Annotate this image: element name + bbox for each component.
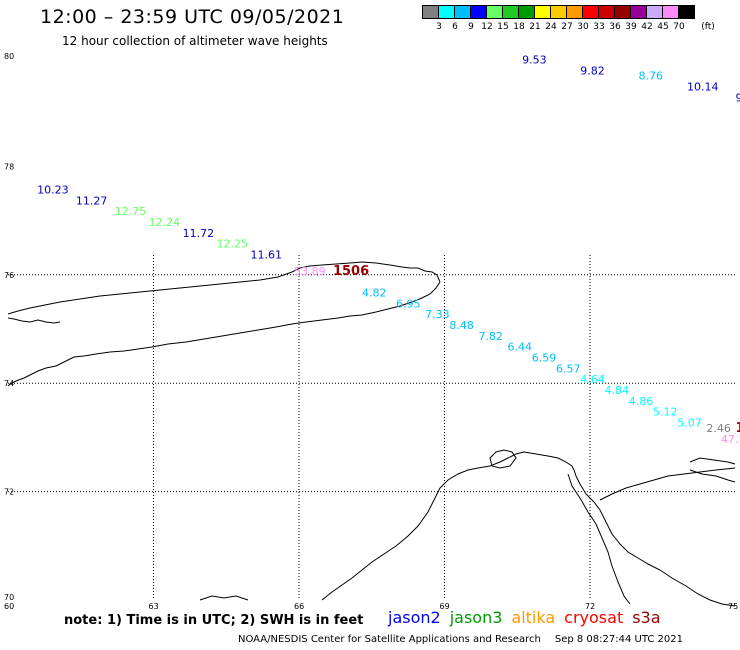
- color-scale-label: 21: [529, 22, 541, 32]
- wave-height-value: 5.12: [653, 406, 678, 419]
- map-title: 12:00 – 23:59 UTC 09/05/2021: [40, 6, 345, 28]
- wave-height-value: 1506: [333, 264, 369, 279]
- wave-height-value: 6.57: [556, 362, 581, 375]
- satellite-legend-cryosat: cryosat: [564, 608, 624, 627]
- color-scale-label: 70: [673, 22, 685, 32]
- color-scale-swatch: [678, 5, 695, 19]
- longitude-tick-label: 60: [4, 602, 14, 611]
- color-scale-labels: 3 6 9 12 15 18 21 24 27 30 33 36 39 42 45 70 (ft): [422, 22, 740, 34]
- color-scale-label: 42: [641, 22, 653, 32]
- wave-height-value: 12.25: [217, 238, 249, 251]
- wave-height-value: 6.95: [396, 297, 421, 310]
- longitude-tick-label: 66: [294, 602, 304, 611]
- color-scale-unit: (ft): [701, 22, 715, 32]
- wave-height-value: 12.75: [115, 205, 147, 218]
- wave-height-value: 4.86: [629, 395, 654, 408]
- lat-lon-grid: [8, 255, 735, 600]
- longitude-tick-label: 72: [585, 602, 595, 611]
- latitude-tick-label: 74: [4, 379, 14, 388]
- wave-height-value: 8.48: [449, 319, 474, 332]
- wave-height-value: 11.61: [251, 249, 283, 262]
- color-scale-label: 27: [561, 22, 573, 32]
- color-scale-label: 24: [545, 22, 557, 32]
- wave-height-color-scale: [422, 5, 695, 19]
- wave-height-value: 10.23: [37, 184, 69, 197]
- wave-height-value: 6.44: [508, 341, 533, 354]
- coastline-gydan-peninsula: [599, 467, 736, 501]
- wave-height-value: 53.89: [294, 265, 326, 278]
- satellite-legend-s3a: s3a: [632, 608, 661, 627]
- coastline-island-small: [689, 469, 736, 483]
- credit-line: NOAA/NESDIS Center for Satellite Applica…: [238, 634, 683, 645]
- wave-height-value: 10.14: [687, 81, 719, 94]
- wave-height-value: 4.82: [362, 286, 387, 299]
- color-scale-label: 30: [577, 22, 589, 32]
- wave-height-value: 11.72: [183, 227, 215, 240]
- satellite-legend-altika: altika: [511, 608, 556, 627]
- color-scale-label: 36: [609, 22, 621, 32]
- coastline-gulf-of-ob: [567, 473, 631, 605]
- wave-height-value: 5.07: [677, 417, 702, 430]
- satellite-legend-jason2: jason2: [388, 608, 441, 627]
- map-subtitle: 12 hour collection of altimeter wave hei…: [62, 34, 328, 48]
- latitude-tick-label: 80: [4, 52, 14, 61]
- satellite-legend-jason3: jason3: [449, 608, 503, 627]
- latitude-tick-label: 76: [4, 271, 14, 280]
- generated-timestamp: Sep 8 08:27:44 UTC 2021: [554, 634, 683, 645]
- latitude-tick-label: 72: [4, 488, 14, 497]
- credit-text: NOAA/NESDIS Center for Satellite Applica…: [238, 634, 541, 645]
- coastline-novaya-zemlya: [7, 261, 441, 387]
- coastline-southwest: [199, 595, 249, 601]
- coastline-mainland: [321, 451, 736, 607]
- wave-height-value: 4.64: [580, 373, 605, 386]
- coastline-sibiryakov-island: [689, 457, 736, 465]
- wave-height-value: 9.82: [580, 64, 605, 77]
- latitude-tick-label: 70: [4, 593, 14, 602]
- latitude-tick-label: 78: [4, 162, 14, 171]
- wave-height-value: 9.2: [736, 91, 740, 104]
- longitude-tick-label: 75: [728, 602, 738, 611]
- axis-tick-labels: 60 63 66 69 72 75 80 78 76 74 72 70: [4, 52, 738, 611]
- color-scale-label: 15: [497, 22, 509, 32]
- wave-height-value: 7.33: [425, 308, 450, 321]
- wave-height-value: 12.24: [149, 216, 181, 229]
- color-scale-label: 12: [481, 22, 493, 32]
- wave-height-observations: 9.53 9.82 8.76 10.14 9.2 10.23 11.27 12.7512.24…: [37, 53, 740, 445]
- color-scale-label: 45: [657, 22, 669, 32]
- wave-height-value: 9.53: [522, 53, 547, 66]
- wave-height-value: 47.7: [721, 433, 740, 446]
- longitude-tick-label: 63: [149, 602, 159, 611]
- coastline-southern-cape: [7, 317, 61, 324]
- longitude-tick-label: 69: [440, 602, 450, 611]
- wave-height-value: 11.27: [76, 194, 108, 207]
- satellite-legend: jason2 jason3 altika cryosat s3a: [388, 608, 670, 627]
- wave-height-value: 7.82: [478, 330, 503, 343]
- color-scale-label: 18: [513, 22, 525, 32]
- wave-height-value: 1505: [736, 421, 740, 436]
- color-scale-label: 33: [593, 22, 605, 32]
- color-scale-label: 3: [436, 22, 442, 32]
- wave-height-value: 8.76: [639, 70, 664, 83]
- wave-height-value: 6.59: [532, 352, 557, 365]
- coastline-bely-island: [489, 449, 517, 469]
- coastline: [7, 261, 736, 607]
- wave-height-value: 4.84: [605, 384, 630, 397]
- color-scale-label: 6: [452, 22, 458, 32]
- wave-height-value: 2.46: [706, 422, 731, 435]
- color-scale-label: 39: [625, 22, 637, 32]
- units-note: note: 1) Time is in UTC; 2) SWH is in fe…: [64, 613, 364, 628]
- color-scale-label: 9: [468, 22, 474, 32]
